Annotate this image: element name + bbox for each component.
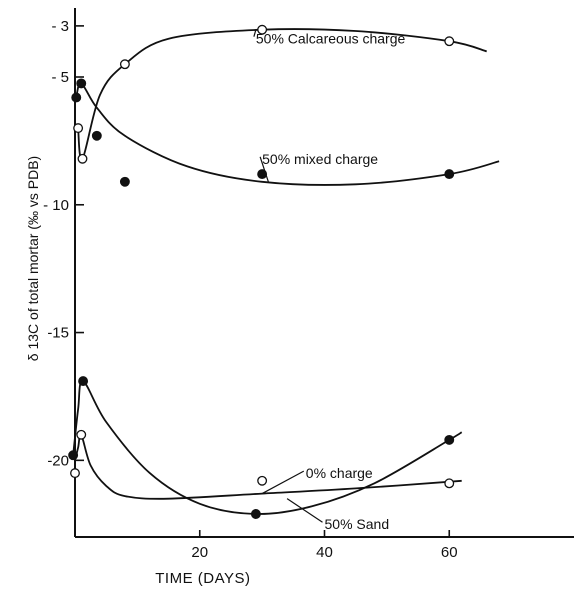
- data-point: [444, 434, 455, 445]
- data-point: [257, 475, 268, 486]
- data-point: [70, 468, 80, 479]
- data-point: [71, 92, 82, 103]
- data-point: [77, 153, 88, 164]
- x-tick-label: 40: [316, 544, 333, 561]
- series-annotation: 50% Calcareous charge: [256, 31, 406, 47]
- series-annotation: 50% mixed charge: [262, 151, 378, 167]
- data-point: [78, 376, 89, 387]
- data-point: [444, 36, 455, 47]
- curves: [72, 28, 500, 515]
- data-point: [91, 130, 102, 141]
- annotation-leader: [259, 156, 269, 182]
- data-point: [76, 429, 87, 440]
- y-tick-label: - 5: [51, 69, 69, 86]
- y-axis-label: δ 13C of total mortar (‰ vs PDB): [25, 156, 41, 361]
- series-annotation: 50% Sand: [325, 516, 390, 532]
- data-point: [73, 123, 84, 134]
- annotation-leader: [253, 29, 257, 37]
- y-tick-label: - 10: [43, 197, 69, 214]
- x-axis-label: TIME (DAYS): [155, 570, 250, 587]
- x-tick-label: 60: [441, 544, 458, 561]
- annotation-leader: [286, 498, 323, 523]
- data-point: [444, 478, 455, 489]
- series-curve: [74, 82, 500, 186]
- data-point: [250, 509, 261, 519]
- series-annotation: 0% charge: [306, 465, 373, 481]
- y-tick-label: - 3: [51, 18, 69, 35]
- data-point: [119, 176, 130, 187]
- series-curve: [77, 28, 487, 161]
- y-tick-label: -20: [47, 452, 69, 469]
- y-tick-label: -15: [47, 325, 69, 342]
- markers: [68, 24, 455, 519]
- axes: - 3 - 5 - 10 -15 -20 20 40 60: [43, 8, 574, 561]
- labels: TIME (DAYS) δ 13C of total mortar (‰ vs P…: [25, 29, 406, 587]
- data-point: [444, 169, 455, 180]
- data-point: [119, 59, 130, 70]
- data-point: [68, 450, 79, 461]
- annotation-leader: [261, 470, 305, 495]
- x-tick-label: 20: [191, 544, 208, 561]
- data-point: [257, 24, 268, 35]
- data-point: [76, 78, 87, 89]
